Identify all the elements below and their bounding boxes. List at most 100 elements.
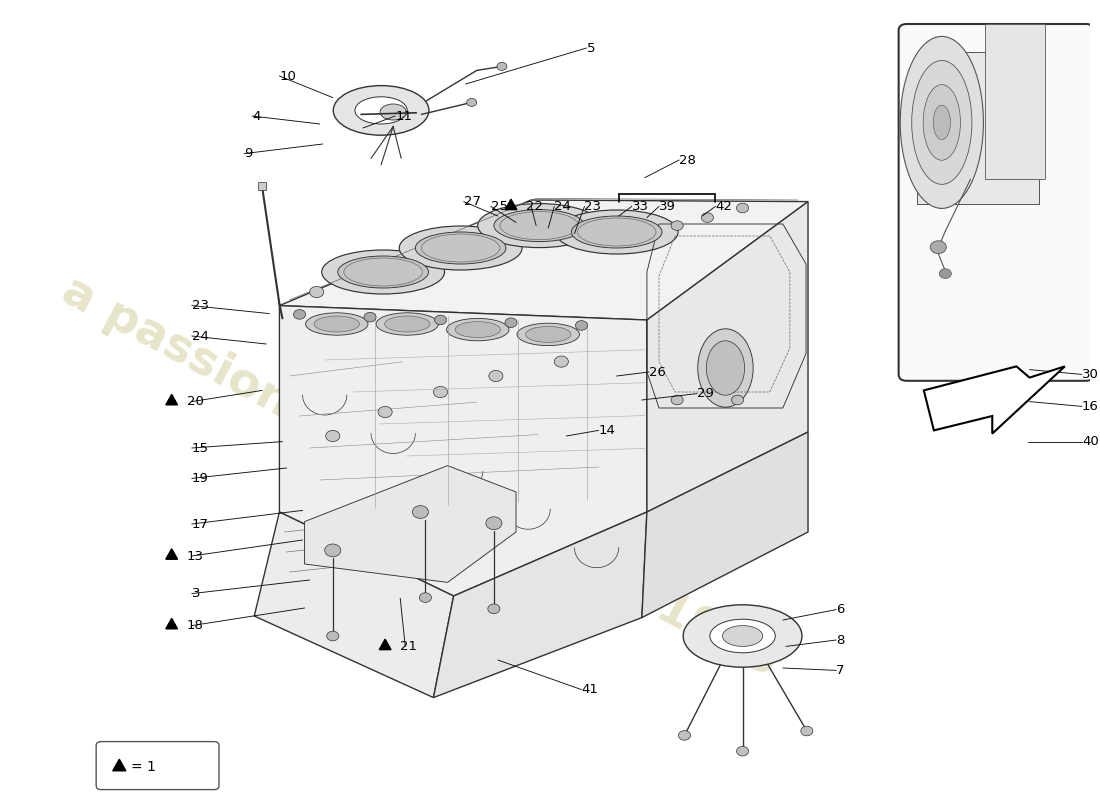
Circle shape [419,593,431,602]
Ellipse shape [381,104,406,120]
FancyBboxPatch shape [96,742,219,790]
Text: 3: 3 [191,587,200,600]
Text: 24: 24 [191,330,209,342]
Text: 29: 29 [697,387,714,400]
Bar [258,182,266,190]
Circle shape [737,203,749,213]
FancyBboxPatch shape [899,24,1094,381]
Text: 10: 10 [279,70,296,82]
Text: 18: 18 [187,619,204,632]
Text: 14: 14 [598,424,616,437]
Polygon shape [379,639,390,650]
Polygon shape [279,306,647,596]
Ellipse shape [526,326,571,342]
Text: 7: 7 [836,664,845,677]
Text: 23: 23 [191,299,209,312]
Circle shape [327,631,339,641]
Ellipse shape [447,318,509,341]
Circle shape [326,430,340,442]
Ellipse shape [455,322,500,338]
Ellipse shape [355,97,407,124]
Ellipse shape [710,619,776,653]
Text: 41: 41 [582,683,598,696]
Circle shape [939,269,952,278]
Ellipse shape [315,316,360,332]
Circle shape [364,312,376,322]
Text: 11: 11 [395,110,412,122]
Ellipse shape [376,313,439,335]
Ellipse shape [933,106,950,140]
Text: = 1: = 1 [131,760,156,774]
Text: euromotive
a passion for parts since 1995: euromotive a passion for parts since 199… [54,210,817,686]
Circle shape [575,321,587,330]
Circle shape [505,318,517,327]
Ellipse shape [697,329,754,407]
Circle shape [671,221,683,230]
Text: 23: 23 [584,200,602,213]
Text: 27: 27 [464,195,481,208]
Text: 24: 24 [554,200,571,213]
Circle shape [488,370,503,382]
Ellipse shape [321,250,444,294]
Text: 5: 5 [586,42,595,54]
Circle shape [294,310,306,319]
Polygon shape [279,200,808,320]
Text: 22: 22 [526,200,543,213]
Ellipse shape [706,341,745,395]
Circle shape [433,386,448,398]
Text: 8: 8 [836,634,845,646]
Ellipse shape [683,605,802,667]
Ellipse shape [571,216,662,248]
Circle shape [324,544,341,557]
Circle shape [497,62,507,70]
Ellipse shape [416,232,506,264]
Polygon shape [433,512,647,698]
Text: 4: 4 [252,110,261,122]
Text: 19: 19 [191,472,209,485]
Ellipse shape [385,316,430,332]
Circle shape [434,315,447,325]
Text: 13: 13 [187,550,204,562]
Text: 15: 15 [191,442,209,454]
Bar [917,53,1040,204]
Ellipse shape [900,37,983,209]
Polygon shape [166,549,177,559]
Circle shape [466,98,476,106]
Text: 30: 30 [1082,368,1099,381]
Circle shape [679,730,691,740]
Polygon shape [924,366,1065,434]
Ellipse shape [556,210,678,254]
Bar [984,24,1045,179]
Text: 16: 16 [1082,400,1099,413]
Polygon shape [166,394,177,405]
Text: 42: 42 [715,200,733,213]
Ellipse shape [306,313,368,335]
Circle shape [309,286,323,298]
Text: 17: 17 [191,518,209,530]
Polygon shape [647,202,808,512]
Ellipse shape [399,226,522,270]
Circle shape [486,517,502,530]
Circle shape [801,726,813,736]
Ellipse shape [517,323,580,346]
Ellipse shape [494,210,584,242]
Text: 20: 20 [187,395,204,408]
Circle shape [737,746,749,756]
Ellipse shape [923,85,960,160]
Polygon shape [642,432,808,618]
Circle shape [931,241,946,254]
Circle shape [412,506,428,518]
Circle shape [487,604,499,614]
Circle shape [378,406,393,418]
Text: 33: 33 [631,200,649,213]
Polygon shape [166,618,177,629]
Polygon shape [254,512,453,698]
Text: 25: 25 [491,200,508,213]
Text: 28: 28 [679,154,696,166]
Ellipse shape [333,86,429,135]
Polygon shape [113,759,125,771]
Text: 9: 9 [244,147,253,160]
Circle shape [554,356,569,367]
Polygon shape [305,466,516,582]
Text: 39: 39 [659,200,675,213]
